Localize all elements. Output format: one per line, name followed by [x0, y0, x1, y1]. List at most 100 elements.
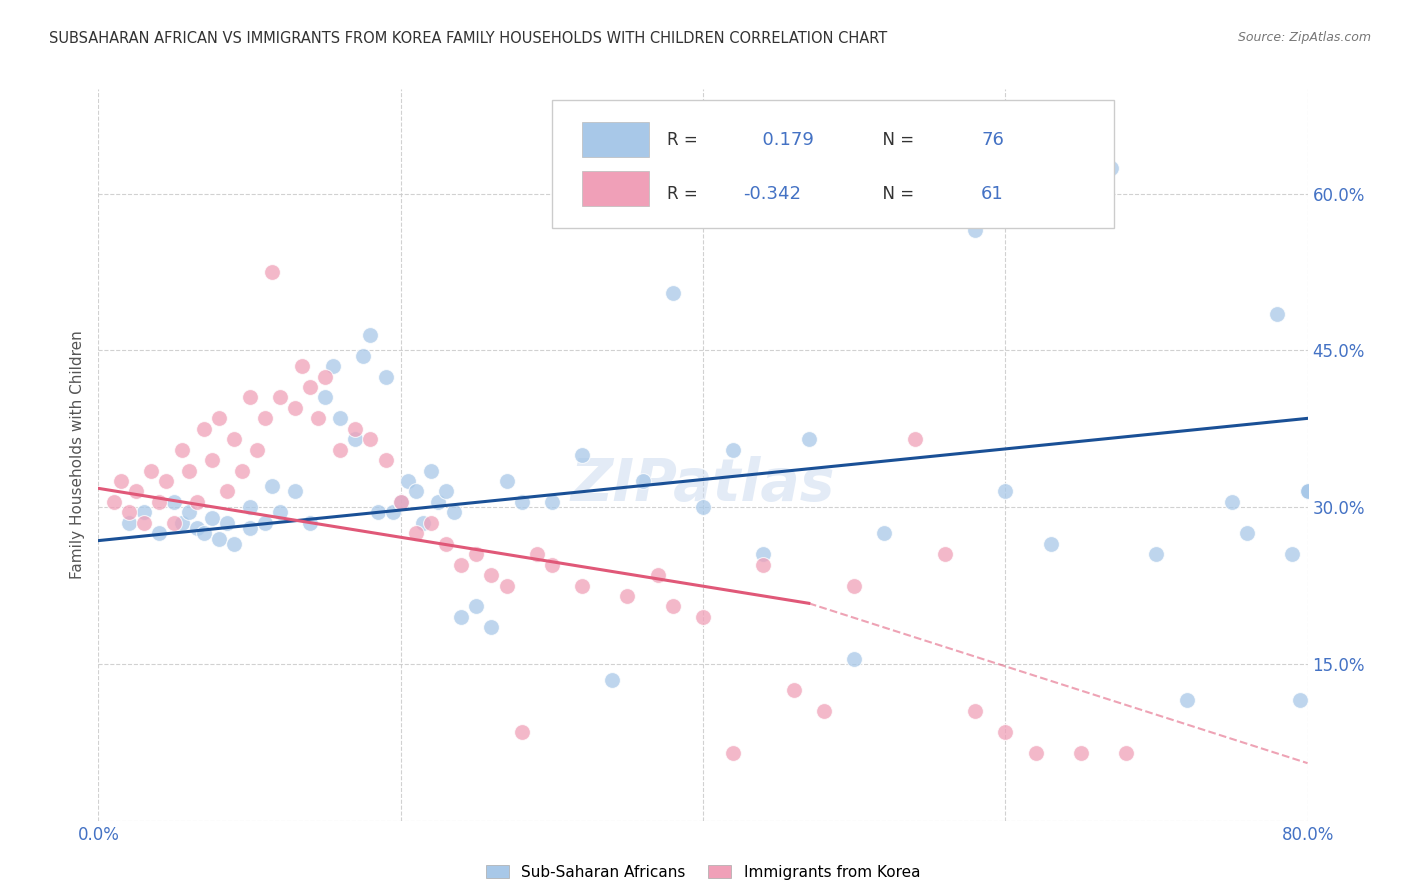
Point [208, 532, 231, 546]
Point [389, 495, 412, 509]
Point [367, 505, 389, 519]
Point [170, 442, 193, 457]
Point [662, 285, 685, 300]
Point [239, 521, 262, 535]
Point [965, 223, 987, 237]
Point [374, 453, 396, 467]
Point [314, 369, 336, 384]
Point [179, 505, 201, 519]
Point [434, 484, 457, 499]
Point [1070, 746, 1092, 760]
Point [692, 500, 714, 515]
Point [155, 474, 177, 488]
Point [481, 568, 503, 582]
Point [291, 359, 314, 373]
Point [631, 474, 654, 488]
Point [1296, 484, 1319, 499]
Point [420, 464, 443, 478]
Point [201, 510, 224, 524]
Point [844, 651, 866, 665]
Point [1039, 537, 1062, 551]
Point [352, 349, 374, 363]
Point [427, 495, 450, 509]
Point [1144, 547, 1167, 561]
Point [481, 620, 503, 634]
Point [873, 526, 896, 541]
Point [434, 537, 457, 551]
Point [170, 516, 193, 530]
Point [904, 432, 927, 446]
Point [307, 411, 329, 425]
Point [405, 526, 427, 541]
Point [1220, 495, 1243, 509]
Point [450, 610, 472, 624]
Point [269, 391, 291, 405]
Point [994, 484, 1017, 499]
Point [193, 422, 215, 436]
Point [1296, 484, 1319, 499]
Point [141, 464, 163, 478]
Point [616, 589, 638, 603]
Point [193, 526, 215, 541]
Point [231, 464, 253, 478]
Point [314, 391, 336, 405]
Point [299, 516, 322, 530]
Point [396, 474, 419, 488]
Point [1296, 484, 1319, 499]
Point [246, 442, 269, 457]
Point [253, 516, 276, 530]
Point [934, 547, 956, 561]
Point [420, 516, 443, 530]
Point [186, 495, 208, 509]
Point [118, 516, 141, 530]
Point [602, 673, 624, 687]
Point [179, 464, 201, 478]
Text: 61: 61 [981, 185, 1004, 202]
Point [540, 558, 562, 572]
Point [224, 537, 246, 551]
Point [1296, 484, 1319, 499]
Point [1281, 547, 1303, 561]
Point [1175, 693, 1198, 707]
Point [163, 516, 186, 530]
Point [344, 432, 367, 446]
Point [797, 432, 820, 446]
Point [1236, 526, 1258, 541]
Point [299, 380, 322, 394]
Point [1296, 484, 1319, 499]
Point [262, 265, 284, 279]
Point [132, 505, 155, 519]
Point [148, 495, 170, 509]
Point [723, 746, 745, 760]
Point [450, 558, 472, 572]
Text: Source: ZipAtlas.com: Source: ZipAtlas.com [1237, 31, 1371, 45]
Point [662, 599, 685, 614]
Point [208, 411, 231, 425]
Point [1289, 693, 1312, 707]
Point [360, 327, 382, 342]
Point [540, 495, 562, 509]
Point [322, 359, 344, 373]
Point [813, 704, 835, 718]
Point [1296, 484, 1319, 499]
Y-axis label: Family Households with Children: Family Households with Children [70, 331, 86, 579]
Point [329, 411, 352, 425]
Point [215, 516, 238, 530]
Point [994, 724, 1017, 739]
Point [360, 432, 382, 446]
Point [389, 495, 412, 509]
Text: ZIPatlas: ZIPatlas [571, 456, 835, 513]
Point [110, 474, 132, 488]
Point [239, 391, 262, 405]
Point [382, 505, 405, 519]
Point [1115, 746, 1137, 760]
Point [132, 516, 155, 530]
Text: 0.179: 0.179 [751, 131, 814, 149]
Point [510, 495, 533, 509]
Point [752, 547, 775, 561]
Point [1024, 746, 1046, 760]
FancyBboxPatch shape [582, 122, 648, 157]
Point [752, 558, 775, 572]
Text: 76: 76 [981, 131, 1004, 149]
Point [284, 401, 307, 415]
